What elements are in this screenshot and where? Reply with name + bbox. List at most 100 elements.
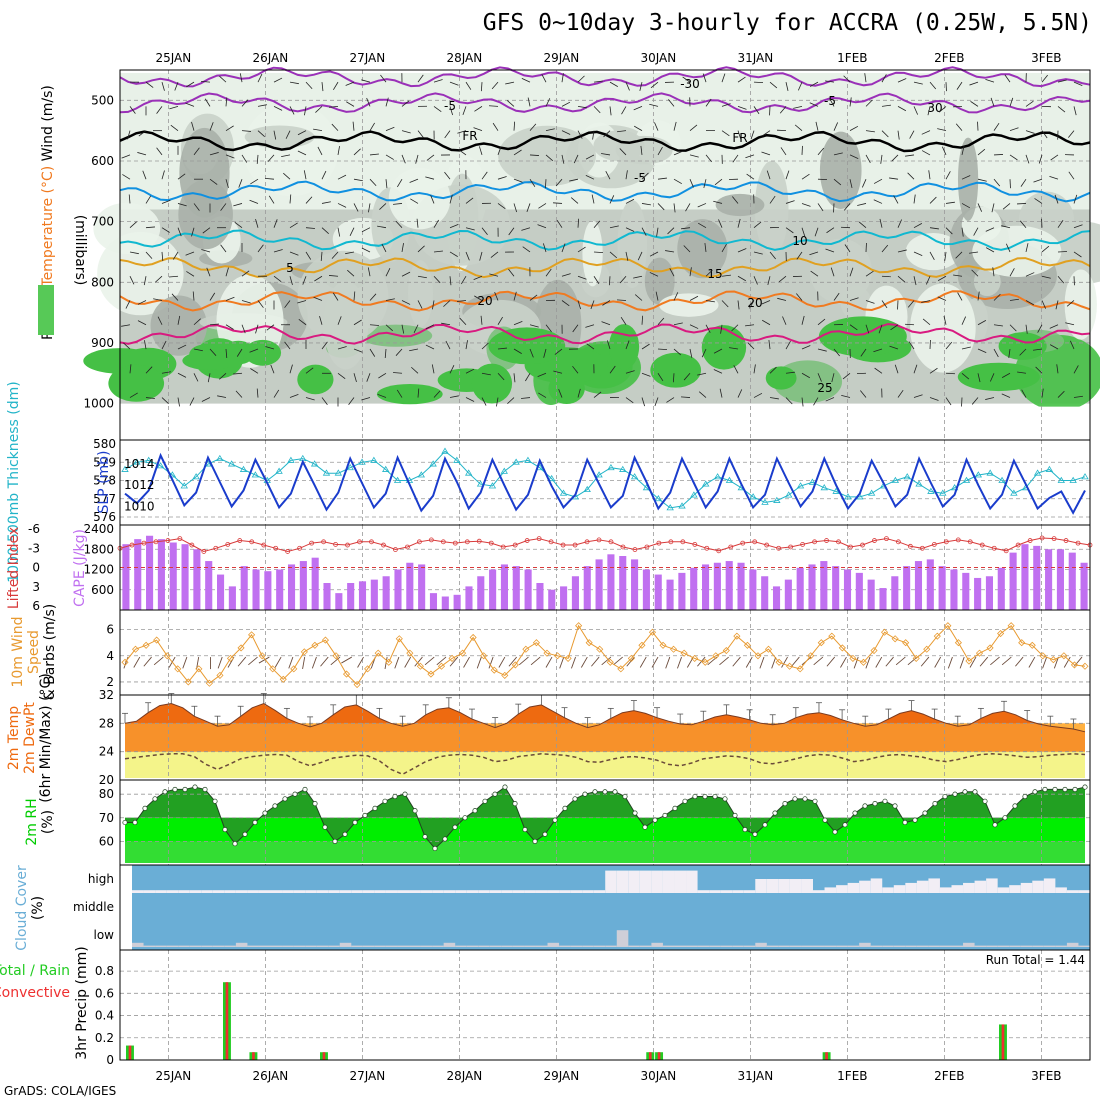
upper-wind-barb — [929, 196, 937, 204]
cloud-low-bar — [662, 945, 675, 947]
cloud-low-bar — [316, 945, 329, 947]
thickness-line-point — [287, 456, 295, 463]
upper-wind-barb — [433, 390, 441, 398]
wind-barb — [979, 656, 989, 667]
cape-bar — [571, 576, 579, 610]
lifted-index-point — [848, 544, 853, 550]
upper-wind-barb — [1073, 106, 1077, 116]
upper-wind-barb — [873, 348, 883, 353]
upper-wind-barb — [585, 324, 595, 328]
temp-contour-15 — [119, 257, 1091, 279]
rh2m-point — [1032, 789, 1038, 795]
upper-wind-barb — [129, 221, 137, 229]
rh2m-point — [122, 819, 128, 826]
temp-contour-5 — [119, 180, 1091, 203]
cloud-low-bar — [385, 945, 398, 947]
upper-wind-barb — [255, 218, 259, 228]
y-tick-label: 0 — [106, 1053, 114, 1067]
wind-speed-point — [459, 649, 467, 657]
cloud-low-bar — [143, 945, 156, 947]
x-tick-label-top: 29JAN — [543, 51, 579, 65]
x-tick-label-bottom: 30JAN — [640, 1069, 676, 1083]
rh-shade-blob — [1064, 269, 1097, 340]
y-tick-label: 24 — [99, 745, 114, 759]
rh-shade-blob — [617, 200, 648, 289]
upper-wind-barb — [977, 373, 981, 383]
y-tick-label: 900 — [91, 336, 114, 350]
upper-wind-barb — [529, 178, 536, 187]
rh2m-point — [1002, 815, 1008, 821]
upper-wind-barb — [425, 324, 435, 330]
upper-wind-barb — [1041, 275, 1051, 279]
upper-wind-barb — [353, 291, 356, 301]
wind-speed-point — [933, 632, 941, 640]
upper-wind-barb — [672, 373, 675, 383]
cape-bar — [477, 576, 485, 610]
wind-speed-point — [480, 652, 488, 660]
rh2m-point — [702, 793, 708, 800]
wind-barb — [969, 656, 977, 668]
cloud-low-bar — [351, 945, 363, 947]
rh2m-point — [472, 808, 478, 814]
upper-wind-barb — [492, 122, 499, 131]
upper-wind-barb — [569, 178, 579, 182]
upper-wind-barb — [256, 388, 259, 398]
wind-speed-point — [469, 633, 477, 642]
upper-wind-barb — [650, 81, 659, 89]
upper-wind-barb — [731, 324, 739, 332]
wind-barb — [934, 656, 942, 668]
wind-speed-point — [923, 645, 931, 653]
wind-speed-point — [1070, 661, 1079, 669]
upper-wind-barb — [905, 154, 915, 157]
upper-wind-barb — [369, 324, 380, 326]
rh-fill-band — [125, 841, 1085, 863]
cloud-high-bar — [1066, 890, 1079, 893]
upper-wind-barb — [366, 97, 371, 107]
upper-wind-barb — [721, 300, 729, 308]
cloud-high-bar — [870, 878, 883, 893]
wind-speed-point — [1060, 652, 1068, 660]
cape-bar — [465, 586, 473, 610]
upper-wind-barb — [921, 300, 931, 303]
upper-wind-barb — [513, 348, 522, 354]
wind-speed-point — [954, 639, 962, 647]
thickness-line-point — [808, 478, 817, 485]
cape-bar — [252, 569, 260, 610]
upper-wind-barb — [433, 275, 441, 284]
upper-wind-barb — [617, 130, 627, 133]
upper-wind-barb — [801, 397, 804, 407]
cloud-low-bar — [639, 945, 652, 947]
upper-wind-barb — [945, 227, 953, 235]
rh-shade-blob — [819, 131, 862, 209]
wind-barb — [771, 656, 777, 669]
upper-wind-barb — [849, 125, 859, 132]
lifted-index-point — [393, 547, 398, 552]
cloud-high-bar — [339, 890, 352, 893]
wind-speed-point — [1039, 652, 1047, 660]
lifted-index-point — [249, 539, 255, 545]
upper-wind-barb — [721, 274, 731, 277]
rh-shade-blob — [388, 167, 451, 230]
lifted-index-point — [608, 539, 614, 545]
cape-bar — [654, 574, 662, 610]
upper-wind-barb — [145, 366, 153, 374]
y-tick-label-right: 600 — [91, 583, 114, 597]
y-tick-label-right: 1012 — [124, 478, 155, 492]
thickness-line-point — [867, 489, 876, 496]
wind-speed-point — [311, 641, 319, 649]
upper-wind-barb — [897, 78, 907, 83]
cloud-low-bar — [755, 942, 767, 947]
cloud-high-bar — [893, 885, 906, 893]
upper-wind-barb — [689, 267, 692, 277]
upper-wind-barb — [305, 251, 312, 260]
upper-wind-barb — [331, 251, 339, 259]
cloud-high-bar — [824, 887, 837, 893]
cloud-low-bar — [732, 945, 744, 947]
upper-wind-barb — [961, 316, 967, 325]
thickness-line-point — [820, 484, 828, 491]
upper-wind-barb — [955, 251, 963, 259]
cape-bar — [169, 542, 177, 610]
cape-bar — [264, 571, 272, 610]
upper-wind-barb — [161, 227, 170, 233]
upper-wind-barb — [1057, 220, 1064, 228]
